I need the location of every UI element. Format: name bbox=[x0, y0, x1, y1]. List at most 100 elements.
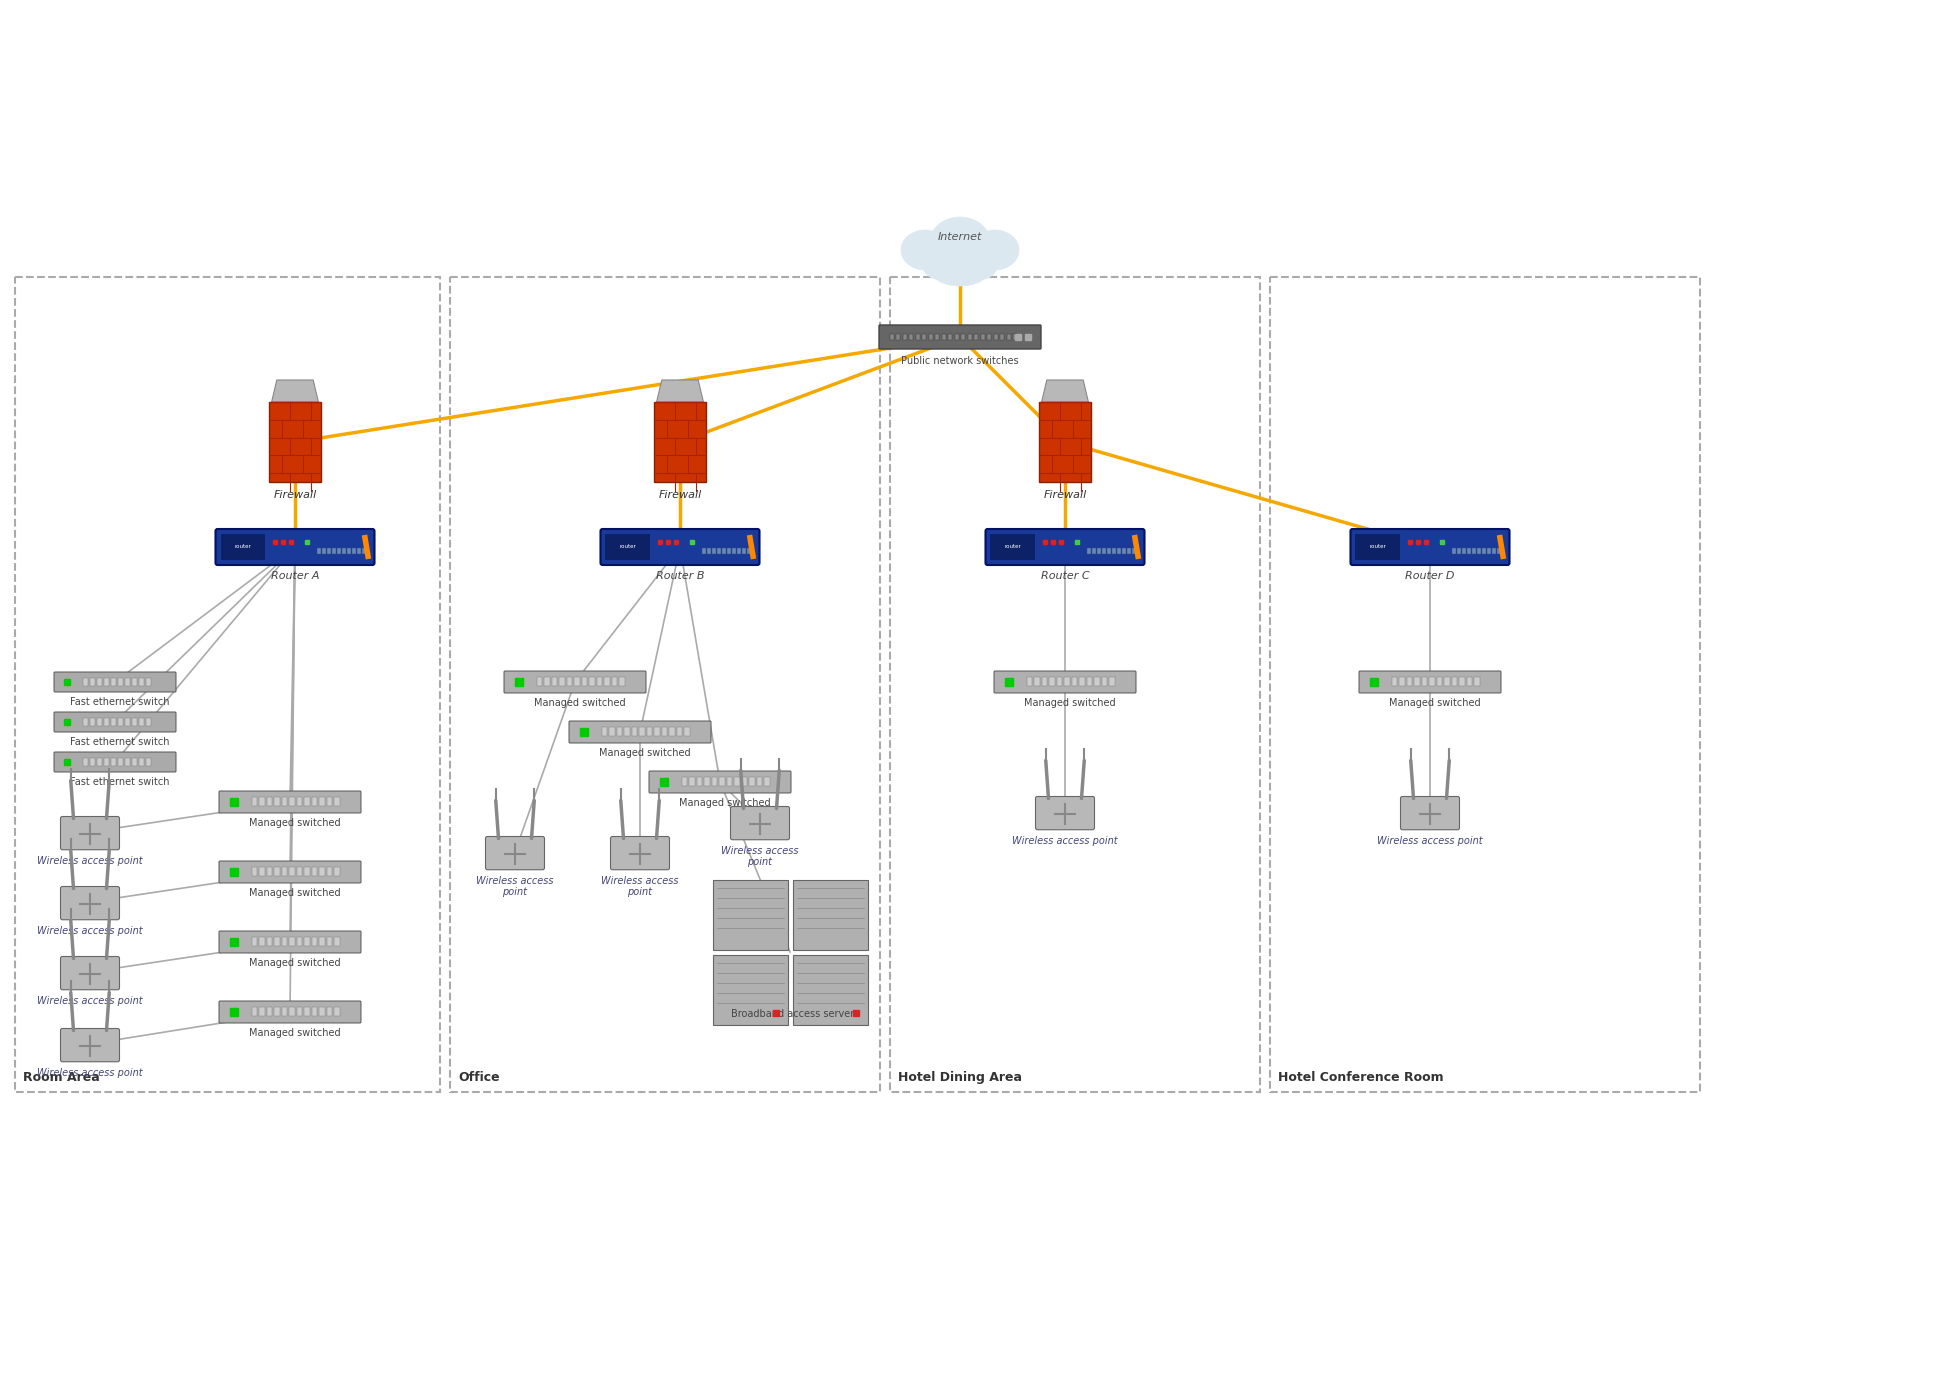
FancyBboxPatch shape bbox=[793, 880, 868, 949]
FancyBboxPatch shape bbox=[581, 677, 587, 686]
FancyBboxPatch shape bbox=[297, 1008, 302, 1016]
FancyBboxPatch shape bbox=[713, 955, 789, 1026]
FancyBboxPatch shape bbox=[647, 727, 653, 736]
FancyBboxPatch shape bbox=[917, 334, 921, 340]
FancyBboxPatch shape bbox=[990, 534, 1035, 561]
FancyBboxPatch shape bbox=[723, 548, 727, 554]
FancyBboxPatch shape bbox=[676, 727, 682, 736]
Text: router: router bbox=[618, 544, 636, 549]
FancyBboxPatch shape bbox=[289, 937, 295, 947]
FancyBboxPatch shape bbox=[1095, 677, 1101, 686]
FancyBboxPatch shape bbox=[486, 836, 545, 869]
FancyBboxPatch shape bbox=[260, 797, 266, 805]
FancyBboxPatch shape bbox=[83, 758, 87, 765]
Ellipse shape bbox=[932, 257, 988, 286]
FancyBboxPatch shape bbox=[537, 677, 543, 686]
FancyBboxPatch shape bbox=[610, 836, 669, 869]
FancyBboxPatch shape bbox=[1072, 677, 1078, 686]
FancyBboxPatch shape bbox=[1056, 677, 1062, 686]
FancyBboxPatch shape bbox=[145, 678, 151, 686]
FancyBboxPatch shape bbox=[897, 334, 901, 340]
FancyBboxPatch shape bbox=[60, 956, 120, 990]
FancyBboxPatch shape bbox=[54, 711, 176, 732]
Text: Wireless access
point: Wireless access point bbox=[601, 876, 678, 897]
FancyBboxPatch shape bbox=[312, 797, 318, 805]
FancyBboxPatch shape bbox=[1103, 677, 1107, 686]
FancyBboxPatch shape bbox=[684, 727, 690, 736]
FancyBboxPatch shape bbox=[738, 548, 740, 554]
FancyBboxPatch shape bbox=[948, 334, 952, 340]
FancyBboxPatch shape bbox=[124, 678, 130, 686]
FancyBboxPatch shape bbox=[735, 776, 740, 786]
FancyBboxPatch shape bbox=[105, 758, 109, 765]
FancyBboxPatch shape bbox=[748, 548, 752, 554]
FancyBboxPatch shape bbox=[60, 1028, 120, 1062]
FancyBboxPatch shape bbox=[1035, 677, 1041, 686]
FancyBboxPatch shape bbox=[1039, 401, 1091, 482]
FancyBboxPatch shape bbox=[219, 931, 360, 954]
FancyBboxPatch shape bbox=[304, 1008, 310, 1016]
Text: Fast ethernet switch: Fast ethernet switch bbox=[70, 698, 171, 707]
FancyBboxPatch shape bbox=[909, 334, 913, 340]
FancyBboxPatch shape bbox=[275, 797, 279, 805]
FancyBboxPatch shape bbox=[89, 678, 95, 686]
Ellipse shape bbox=[922, 248, 961, 280]
FancyBboxPatch shape bbox=[267, 1008, 273, 1016]
FancyBboxPatch shape bbox=[1473, 548, 1477, 554]
FancyBboxPatch shape bbox=[504, 671, 645, 693]
FancyBboxPatch shape bbox=[1444, 677, 1450, 686]
Text: Wireless access point: Wireless access point bbox=[1378, 836, 1483, 846]
FancyBboxPatch shape bbox=[1103, 548, 1107, 554]
FancyBboxPatch shape bbox=[140, 718, 143, 727]
Text: Hotel Conference Room: Hotel Conference Room bbox=[1277, 1071, 1444, 1084]
FancyBboxPatch shape bbox=[337, 548, 341, 554]
FancyBboxPatch shape bbox=[335, 937, 339, 947]
FancyBboxPatch shape bbox=[1430, 677, 1434, 686]
FancyBboxPatch shape bbox=[612, 677, 618, 686]
FancyBboxPatch shape bbox=[333, 548, 335, 554]
FancyBboxPatch shape bbox=[297, 937, 302, 947]
FancyBboxPatch shape bbox=[283, 866, 287, 876]
Polygon shape bbox=[657, 381, 703, 401]
Text: Router A: Router A bbox=[271, 572, 320, 581]
FancyBboxPatch shape bbox=[690, 776, 696, 786]
FancyBboxPatch shape bbox=[994, 334, 998, 340]
FancyBboxPatch shape bbox=[110, 758, 116, 765]
Text: router: router bbox=[1004, 544, 1021, 549]
Text: Broadband access servers: Broadband access servers bbox=[731, 1009, 859, 1019]
FancyBboxPatch shape bbox=[105, 678, 109, 686]
FancyBboxPatch shape bbox=[640, 727, 645, 736]
FancyBboxPatch shape bbox=[1399, 677, 1405, 686]
Text: Managed switched: Managed switched bbox=[599, 747, 690, 758]
FancyBboxPatch shape bbox=[320, 797, 326, 805]
FancyBboxPatch shape bbox=[717, 548, 721, 554]
Text: Managed switched: Managed switched bbox=[250, 818, 341, 828]
FancyBboxPatch shape bbox=[994, 671, 1136, 693]
FancyBboxPatch shape bbox=[1467, 677, 1473, 686]
FancyBboxPatch shape bbox=[649, 771, 791, 793]
FancyBboxPatch shape bbox=[1477, 548, 1481, 554]
FancyBboxPatch shape bbox=[60, 817, 120, 850]
Text: Office: Office bbox=[457, 1071, 500, 1084]
Text: Wireless access
point: Wireless access point bbox=[721, 846, 798, 868]
Text: Fast ethernet switch: Fast ethernet switch bbox=[70, 776, 171, 787]
FancyBboxPatch shape bbox=[1093, 548, 1097, 554]
FancyBboxPatch shape bbox=[624, 727, 630, 736]
Text: Room Area: Room Area bbox=[23, 1071, 99, 1084]
FancyBboxPatch shape bbox=[1087, 677, 1093, 686]
FancyBboxPatch shape bbox=[560, 677, 566, 686]
FancyBboxPatch shape bbox=[328, 866, 333, 876]
FancyBboxPatch shape bbox=[705, 776, 709, 786]
FancyBboxPatch shape bbox=[655, 727, 661, 736]
FancyBboxPatch shape bbox=[1391, 677, 1397, 686]
Text: Public network switches: Public network switches bbox=[901, 356, 1019, 365]
Text: Wireless access point: Wireless access point bbox=[1012, 836, 1118, 846]
FancyBboxPatch shape bbox=[1452, 677, 1457, 686]
FancyBboxPatch shape bbox=[981, 334, 985, 340]
FancyBboxPatch shape bbox=[275, 937, 279, 947]
FancyBboxPatch shape bbox=[975, 334, 979, 340]
FancyBboxPatch shape bbox=[1122, 548, 1126, 554]
FancyBboxPatch shape bbox=[1109, 677, 1114, 686]
FancyBboxPatch shape bbox=[1467, 548, 1471, 554]
FancyBboxPatch shape bbox=[289, 866, 295, 876]
